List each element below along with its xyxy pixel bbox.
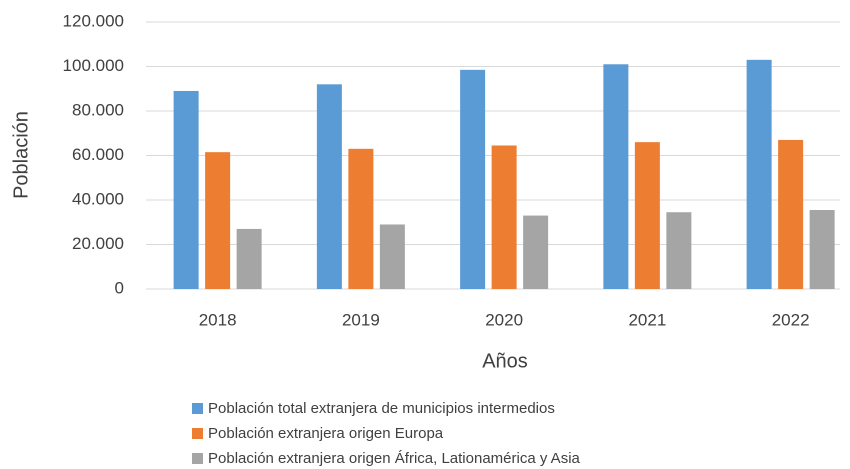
x-tick-label: 2020 xyxy=(485,310,523,329)
legend-label: Población extranjera origen África, Lati… xyxy=(208,450,581,467)
y-tick-label: 20.000 xyxy=(72,234,124,253)
y-tick-label: 120.000 xyxy=(63,11,124,30)
y-tick-label: 0 xyxy=(115,278,124,297)
bar xyxy=(666,212,692,289)
x-tick-label: 2021 xyxy=(628,310,666,329)
bar xyxy=(236,228,262,289)
bar xyxy=(523,215,549,289)
x-tick-label: 2018 xyxy=(199,310,237,329)
y-tick-label: 40.000 xyxy=(72,189,124,208)
legend: Población total extranjera de municipios… xyxy=(192,400,581,467)
bar xyxy=(809,210,835,289)
bar xyxy=(778,139,804,289)
x-tick-label: 2022 xyxy=(772,310,810,329)
bar xyxy=(205,152,231,289)
y-tick-label: 100.000 xyxy=(63,56,124,75)
bar xyxy=(634,142,660,289)
bar xyxy=(746,59,772,290)
bar xyxy=(173,90,199,289)
bar xyxy=(460,69,486,290)
bar xyxy=(603,64,629,290)
bar xyxy=(348,148,374,289)
legend-swatch xyxy=(192,453,203,464)
y-tick-label: 80.000 xyxy=(72,100,124,119)
legend-label: Población extranjera origen Europa xyxy=(208,425,444,442)
legend-label: Población total extranjera de municipios… xyxy=(208,400,555,417)
legend-swatch xyxy=(192,428,203,439)
y-axis-title: Población xyxy=(10,111,32,199)
bar xyxy=(316,84,342,289)
y-tick-label: 60.000 xyxy=(72,145,124,164)
legend-swatch xyxy=(192,403,203,414)
x-axis-title: Años xyxy=(482,350,528,372)
bar xyxy=(491,145,517,289)
x-tick-label: 2019 xyxy=(342,310,380,329)
bar xyxy=(379,224,405,289)
